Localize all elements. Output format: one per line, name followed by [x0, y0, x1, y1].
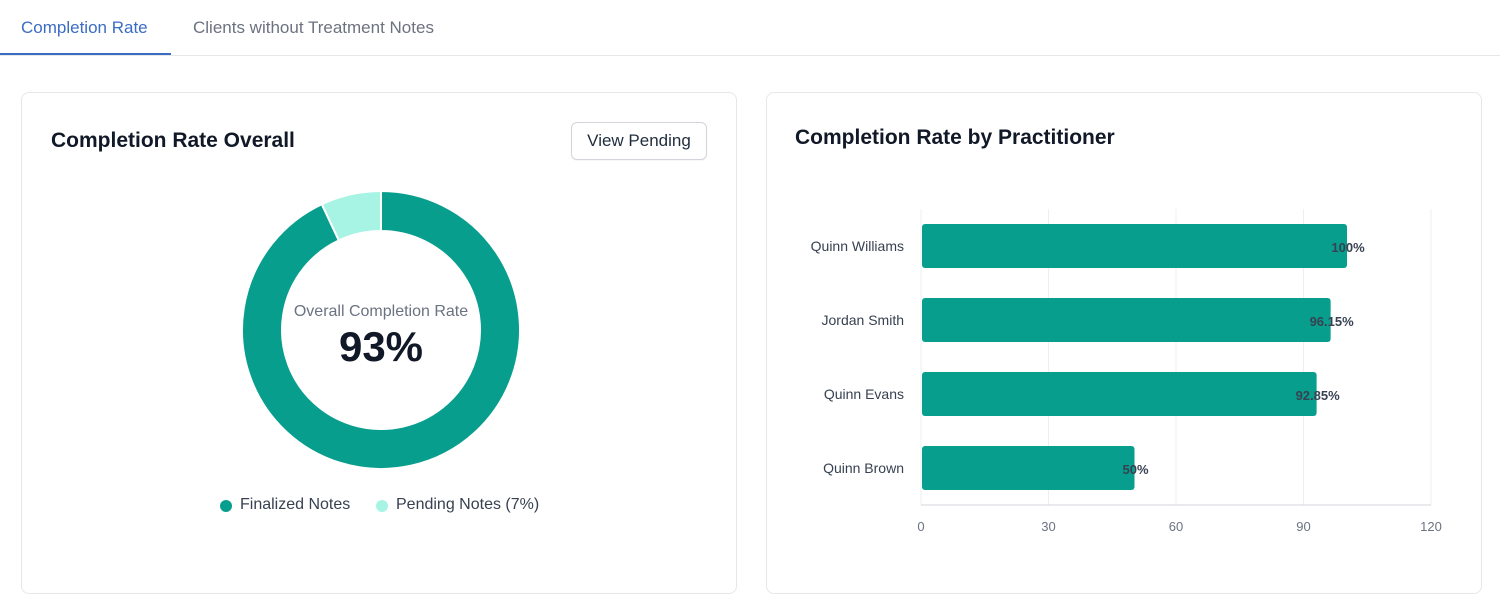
legend-dot-pending — [376, 500, 388, 512]
x-tick-label: 0 — [917, 519, 924, 534]
tab-bar: Completion Rate Clients without Treatmen… — [0, 0, 1500, 56]
y-category-label: Quinn Evans — [824, 386, 904, 402]
completion-rate-overall-card: Completion Rate Overall View Pending Ove… — [21, 92, 737, 594]
donut-slice-pending-notes[interactable] — [320, 189, 382, 242]
view-pending-button[interactable]: View Pending — [571, 122, 707, 160]
y-category-label: Jordan Smith — [822, 312, 904, 328]
bar-data-label: 50% — [1122, 462, 1148, 477]
x-tick-label: 90 — [1296, 519, 1310, 534]
completion-rate-by-practitioner-card: Completion Rate by Practitioner 0 30 60 90 1… — [766, 92, 1482, 594]
bar-quinn-brown[interactable] — [922, 446, 1135, 490]
tab-completion-rate[interactable]: Completion Rate — [21, 18, 148, 37]
bar-quinn-evans[interactable] — [922, 372, 1317, 416]
active-tab-indicator — [0, 53, 171, 55]
legend-dot-finalized — [220, 500, 232, 512]
bar-quinn-williams[interactable] — [922, 224, 1347, 268]
y-category-label: Quinn Williams — [811, 238, 904, 254]
bar-data-label: 100% — [1331, 240, 1365, 255]
x-tick-label: 120 — [1420, 519, 1442, 534]
card-title: Completion Rate by Practitioner — [795, 126, 1115, 149]
bar-data-label: 92.85% — [1296, 388, 1341, 403]
x-tick-label: 30 — [1041, 519, 1055, 534]
donut-center-value: 93% — [338, 323, 424, 370]
bar-jordan-smith[interactable] — [922, 298, 1331, 342]
tab-clients-without-treatment-notes[interactable]: Clients without Treatment Notes — [193, 18, 434, 37]
legend-label: Pending Notes (7%) — [396, 496, 540, 513]
donut-chart — [241, 189, 521, 470]
card-title: Completion Rate Overall — [51, 129, 295, 152]
bar-data-label: 96.15% — [1310, 314, 1355, 329]
legend-label: Finalized Notes — [240, 496, 351, 513]
donut-slice-finalized-notes[interactable] — [241, 189, 521, 470]
x-tick-label: 60 — [1169, 519, 1183, 534]
donut-center-label: Overall Completion Rate — [293, 303, 469, 320]
legend-item-finalized: Finalized Notes — [220, 496, 350, 514]
bar-chart: 0 30 60 90 120 Quinn Williams 100% Jordan Smith… — [811, 209, 1442, 534]
y-category-label: Quinn Brown — [823, 460, 904, 476]
legend-item-pending: Pending Notes (7%) — [376, 496, 539, 514]
